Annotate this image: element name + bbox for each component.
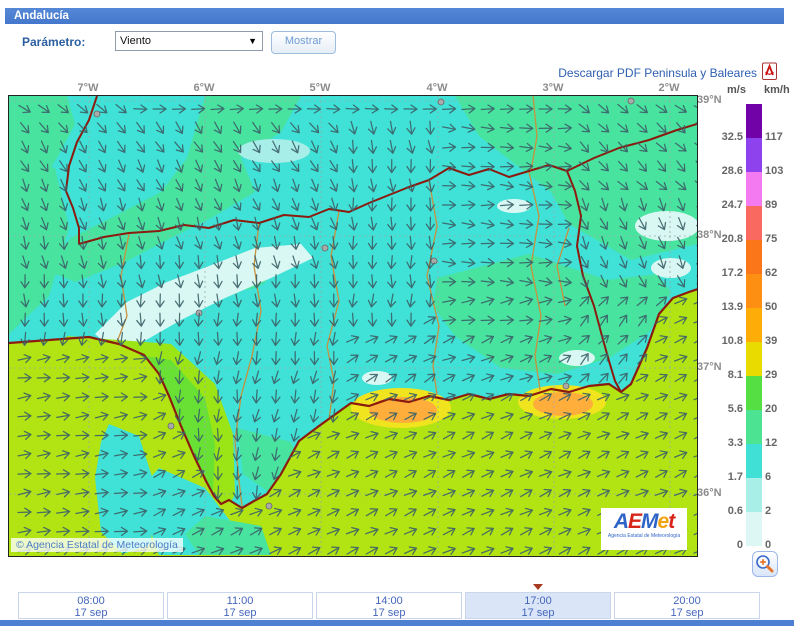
- timeline-date: 17 sep: [74, 607, 108, 619]
- wind-speed-legend: m/s km/h 32.5 117 28.6 103 24.7 89 20.8 75 17.2 6…: [704, 84, 793, 562]
- legend-block: [746, 376, 762, 410]
- legend-kmh-label: 12: [765, 437, 778, 449]
- legend-block: [746, 512, 762, 546]
- legend-block: [746, 172, 762, 206]
- zoom-in-button[interactable]: [752, 551, 778, 577]
- timeline-date: 17 sep: [521, 607, 555, 619]
- footer-bar: [0, 620, 794, 626]
- lon-tick: 2°W: [658, 82, 680, 94]
- legend-kmh-label: 6: [765, 471, 772, 483]
- region-title: Andalucía: [5, 8, 784, 24]
- timeline-cell[interactable]: 17:00 17 sep: [465, 592, 611, 619]
- legend-ms-label: 0.6: [727, 505, 743, 517]
- download-row: Descargar PDF Peninsula y Baleares: [0, 66, 757, 80]
- aemet-logo: AEMet Agencia Estatal de Meteorología: [601, 508, 687, 550]
- legend-block: [746, 478, 762, 512]
- timeline-time: 17:00: [524, 595, 552, 607]
- dropdown-arrow-icon: ▼: [248, 36, 257, 46]
- lat-tick: 39°N: [697, 94, 722, 106]
- legend-block: [746, 308, 762, 342]
- legend-ms-label: 32.5: [721, 131, 743, 143]
- timeline-date: 17 sep: [670, 607, 704, 619]
- legend-block: [746, 410, 762, 444]
- legend-ms-label: 1.7: [727, 471, 743, 483]
- aemet-logo-letters: AEMet: [613, 510, 675, 533]
- legend-kmh-label: 2: [765, 505, 772, 517]
- legend-kmh-label: 0: [765, 539, 772, 551]
- timeline-time: 14:00: [375, 595, 403, 607]
- timeline-time: 20:00: [673, 595, 701, 607]
- legend-kmh-label: 75: [765, 233, 778, 245]
- wind-map-canvas: [9, 96, 697, 556]
- parameter-label: Parámetro:: [22, 35, 86, 49]
- legend-ms-label: 20.8: [721, 233, 743, 245]
- timeline-date: 17 sep: [223, 607, 257, 619]
- legend-kmh-label: 117: [765, 131, 783, 143]
- lat-tick: 37°N: [697, 361, 722, 373]
- magnifier-icon: [756, 555, 774, 573]
- legend-block: [746, 342, 762, 376]
- timeline-time: 08:00: [77, 595, 105, 607]
- timeline-cell[interactable]: 20:00 17 sep: [614, 592, 760, 619]
- lon-tick: 3°W: [542, 82, 564, 94]
- legend-block: [746, 206, 762, 240]
- legend-ms-label: 5.6: [727, 403, 743, 415]
- parameter-select-value: Viento: [120, 35, 151, 47]
- legend-block: [746, 240, 762, 274]
- timeline-date: 17 sep: [372, 607, 406, 619]
- legend-kmh-label: 29: [765, 369, 778, 381]
- legend-kmh-label: 103: [765, 165, 784, 177]
- legend-kmh-label: 20: [765, 403, 778, 415]
- legend-block: [746, 138, 762, 172]
- mostrar-button[interactable]: Mostrar: [271, 31, 336, 54]
- lon-tick: 5°W: [309, 82, 331, 94]
- lon-tick: 6°W: [193, 82, 215, 94]
- legend-kmh-label: 89: [765, 199, 778, 211]
- legend-ms-label: 13.9: [721, 301, 743, 313]
- legend-unit-kmh: km/h: [764, 84, 790, 96]
- timeline-cell[interactable]: 14:00 17 sep: [316, 592, 462, 619]
- legend-block: [746, 444, 762, 478]
- download-pdf-link[interactable]: Descargar PDF Peninsula y Baleares: [558, 66, 757, 80]
- lon-tick: 7°W: [77, 82, 99, 94]
- aemet-logo-subtext: Agencia Estatal de Meteorología: [607, 533, 681, 539]
- legend-block: [746, 104, 762, 138]
- legend-ms-label: 28.6: [721, 165, 743, 177]
- lat-tick: 38°N: [697, 229, 722, 241]
- map-copyright: © Agencia Estatal de Meteorología: [11, 538, 183, 552]
- legend-ms-label: 0: [736, 539, 743, 551]
- legend-unit-ms: m/s: [727, 84, 746, 96]
- legend-ms-label: 17.2: [721, 267, 743, 279]
- legend-ms-label: 24.7: [721, 199, 743, 211]
- legend-color-bar: [746, 104, 762, 546]
- wind-map: © Agencia Estatal de Meteorología AEMet …: [8, 95, 698, 557]
- pdf-icon[interactable]: [761, 62, 779, 81]
- timeline-time: 11:00: [226, 595, 254, 607]
- legend-kmh-label: 50: [765, 301, 778, 313]
- legend-kmh-label: 39: [765, 335, 778, 347]
- legend-ms-label: 3.3: [727, 437, 743, 449]
- timeline-cell[interactable]: 11:00 17 sep: [167, 592, 313, 619]
- lat-tick: 36°N: [697, 487, 722, 499]
- parameter-select[interactable]: Viento ▼: [115, 31, 263, 51]
- legend-block: [746, 274, 762, 308]
- legend-ms-label: 8.1: [727, 369, 743, 381]
- wind-arrows: [17, 103, 697, 556]
- legend-kmh-label: 62: [765, 267, 778, 279]
- legend-ms-label: 10.8: [721, 335, 743, 347]
- selected-marker-icon: [533, 584, 543, 590]
- timeline-cell[interactable]: 08:00 17 sep: [18, 592, 164, 619]
- lon-tick: 4°W: [426, 82, 448, 94]
